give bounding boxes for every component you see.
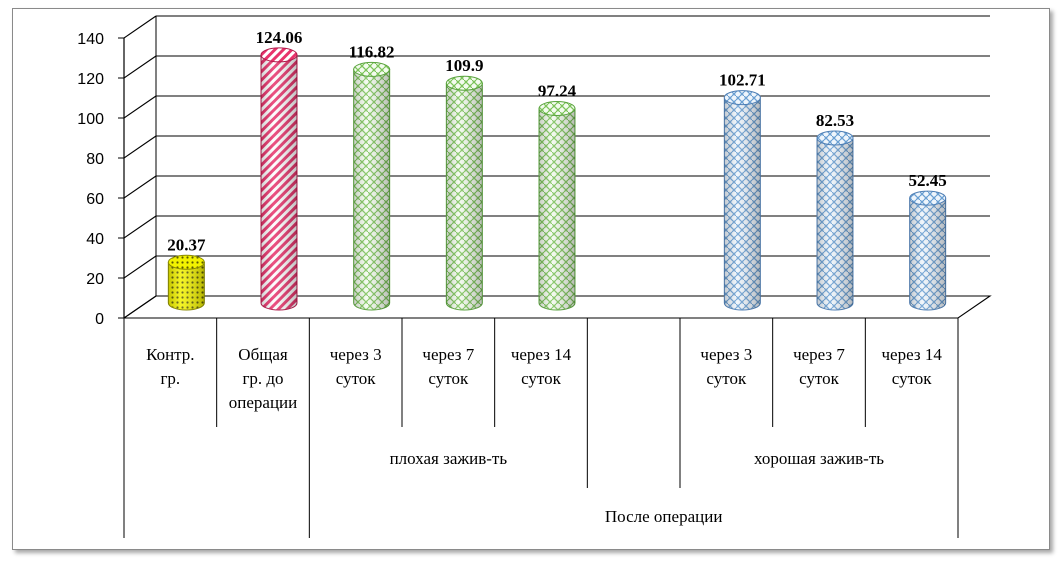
category-label: суток (521, 369, 562, 388)
category-label: суток (799, 369, 840, 388)
y-tick-label: 120 (77, 71, 104, 88)
category-label: гр. (160, 369, 180, 388)
bar-shading (539, 108, 575, 311)
category-label: суток (336, 369, 377, 388)
data-label: 82.53 (816, 111, 854, 130)
gridline-side (123, 55, 157, 79)
bar-shading (817, 137, 853, 310)
gridline-side (123, 175, 157, 199)
group-label-good: хорошая зажив-ть (754, 449, 884, 468)
category-label: через 7 (793, 345, 845, 364)
data-labels: 20.37 124.06 116.82 109.9 97.24 102.71 82.53 52… (167, 28, 947, 254)
category-label: суток (706, 369, 747, 388)
bar-shading (168, 262, 205, 311)
category-label: через 3 (700, 345, 752, 364)
bar-cylinder (445, 75, 483, 311)
bar-cylinder (260, 47, 298, 311)
category-axis: Контр. гр. Общая гр. до операции через 3 суток… (123, 317, 959, 538)
bar-shading (909, 198, 946, 311)
data-label: 20.37 (167, 235, 206, 254)
category-label: Общая (238, 345, 288, 364)
bar-shading (261, 54, 297, 310)
y-tick-label: 100 (77, 111, 104, 128)
category-label: через 3 (330, 345, 382, 364)
y-tick-label: 20 (86, 271, 104, 288)
data-label: 97.24 (538, 82, 577, 101)
group-label-after: После операции (605, 507, 723, 526)
bar-top (260, 47, 298, 63)
bar-cylinder (723, 90, 761, 311)
data-label: 102.71 (719, 71, 766, 90)
category-label: через 14 (511, 345, 572, 364)
y-tick-label: 40 (86, 231, 104, 248)
bar-cylinder (538, 101, 576, 311)
bar-shading (353, 69, 390, 311)
y-tick-label: 140 (77, 31, 104, 48)
data-label: 52.45 (909, 171, 947, 190)
category-label: суток (892, 369, 933, 388)
bar-shading (724, 97, 761, 311)
bar-cylinder (167, 254, 205, 311)
bar-top (909, 190, 947, 206)
gridline-side (123, 15, 157, 39)
bar-top (353, 61, 391, 77)
gridline-side (123, 215, 157, 239)
category-label: через 7 (422, 345, 474, 364)
bar-cylinder (816, 130, 854, 311)
bar-top (445, 75, 483, 91)
y-tick-label: 80 (86, 151, 104, 168)
data-label: 116.82 (349, 42, 395, 61)
category-label: операции (229, 393, 297, 412)
gridline-side (123, 95, 157, 119)
y-tick-label: 60 (86, 191, 104, 208)
data-label: 109.9 (445, 56, 483, 75)
bar-top (816, 130, 854, 146)
gridline-side (123, 255, 157, 279)
category-label: Контр. (146, 345, 194, 364)
group-label-bad: плохая зажив-ть (390, 449, 508, 468)
gridline-side (123, 135, 157, 159)
bar-cylinder (909, 190, 947, 311)
category-label: гр. до (242, 369, 283, 388)
data-label: 124.06 (256, 28, 303, 47)
bars (167, 47, 947, 311)
bar-top (538, 101, 576, 117)
bar-cylinder (353, 61, 391, 311)
bar-top (723, 90, 761, 106)
bar-top (167, 254, 205, 270)
y-tick-label: 0 (95, 311, 104, 328)
category-label: через 14 (882, 345, 943, 364)
category-label: суток (428, 369, 469, 388)
bar-shading (446, 83, 483, 311)
y-axis: 0 20 40 60 80 100 120 140 (77, 31, 125, 328)
